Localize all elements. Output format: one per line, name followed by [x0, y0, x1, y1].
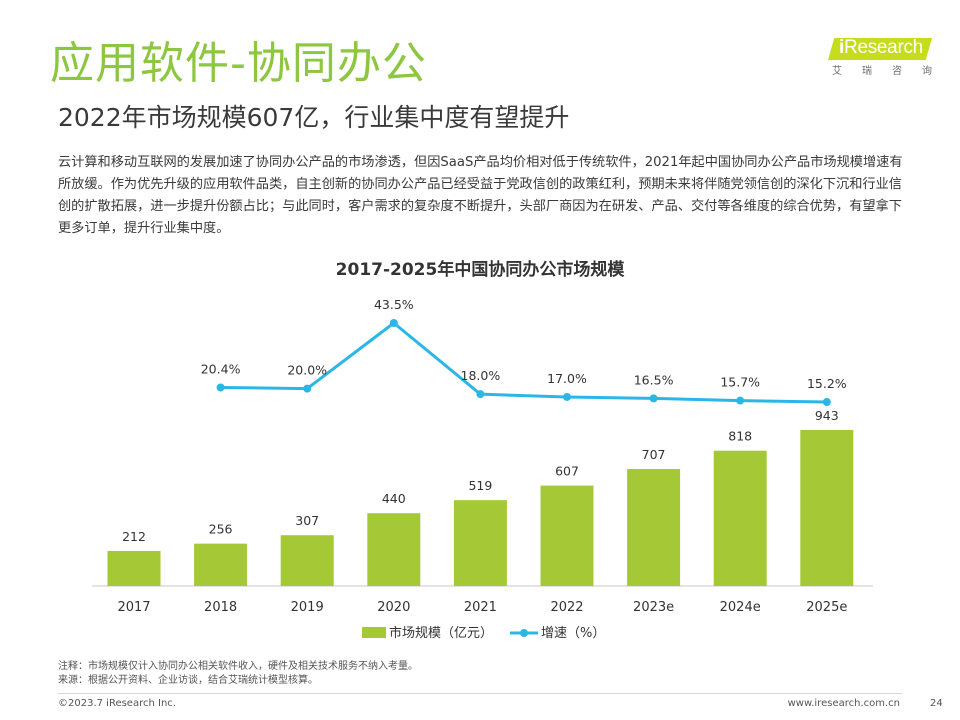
x-tick-label-2021: 2021 — [464, 600, 497, 615]
logo-cn-char: 咨 — [892, 66, 902, 77]
website-link[interactable]: www.iresearch.com.cn — [787, 698, 900, 709]
growth-label-2019: 20.0% — [287, 363, 327, 378]
bar-label-2017: 212 — [122, 529, 146, 544]
legend-bar-swatch — [362, 627, 386, 638]
legend-bar-label: 市场规模（亿元） — [389, 625, 493, 641]
growth-point-2021 — [476, 390, 485, 399]
bar-label-2021: 519 — [468, 478, 492, 493]
growth-point-2019 — [303, 384, 312, 393]
growth-point-2024e — [736, 396, 745, 405]
growth-label-2018: 20.4% — [201, 361, 241, 376]
bar-label-2023e: 707 — [642, 447, 666, 462]
growth-label-2022: 17.0% — [547, 371, 587, 386]
growth-label-2020: 43.5% — [374, 297, 414, 312]
growth-point-2020 — [389, 319, 398, 327]
bar-2022 — [540, 485, 594, 586]
x-tick-label-2020: 2020 — [377, 600, 410, 615]
page-number: 24 — [930, 698, 943, 709]
body-paragraph: 云计算和移动互联网的发展加速了协同办公产品的市场渗透，但因SaaS产品均价相对低… — [58, 155, 903, 236]
growth-point-2023e — [649, 394, 658, 403]
logo-name: Research — [844, 37, 923, 58]
bar-2019 — [280, 535, 334, 586]
chart-title: 2017-2025年中国协同办公市场规模 — [335, 260, 625, 280]
x-tick-label-2025e: 2025e — [806, 600, 847, 615]
bar-label-2020: 440 — [382, 491, 406, 506]
logo-text: iResearch — [826, 36, 936, 60]
bar-2025e — [800, 430, 854, 586]
logo-cn-char: 艾 — [832, 66, 842, 77]
logo-prefix: i — [839, 37, 845, 58]
logo-banner — [828, 38, 932, 60]
bar-2020 — [367, 513, 421, 586]
page-subtitle: 2022年市场规模607亿，行业集中度有望提升 — [58, 103, 570, 132]
legend-line-label: 增速（%） — [541, 626, 605, 641]
bar-label-2018: 256 — [209, 522, 233, 537]
growth-label-2023e: 16.5% — [634, 372, 674, 387]
bar-2017 — [107, 550, 161, 586]
x-tick-label-2022: 2022 — [550, 600, 583, 615]
bar-label-2022: 607 — [555, 464, 579, 479]
growth-point-2018 — [216, 383, 225, 392]
bar-2021 — [453, 500, 507, 586]
x-tick-label-2017: 2017 — [117, 600, 150, 615]
logo-cn-char: 瑞 — [862, 66, 872, 77]
x-tick-label-2019: 2019 — [291, 600, 324, 615]
growth-label-2024e: 15.7% — [720, 375, 760, 390]
growth-point-2025e — [822, 398, 831, 406]
x-tick-label-2024e: 2024e — [720, 600, 761, 615]
bar-2024e — [713, 450, 767, 586]
chart-notes: 注释：市场规模仅计入协同办公相关软件收入，硬件及相关技术服务不纳入考量。 来源：… — [58, 660, 418, 688]
logo-cn-char: 询 — [922, 66, 932, 77]
legend-line-marker — [520, 629, 528, 637]
bar-label-2019: 307 — [295, 513, 319, 528]
x-tick-label-2023e: 2023e — [633, 600, 674, 615]
x-tick-label-2018: 2018 — [204, 600, 237, 615]
growth-rate-line — [220, 321, 827, 404]
logo-cn-text: 艾 瑞 咨 询 — [832, 65, 932, 79]
footer-divider — [58, 693, 902, 694]
source-text: 来源：根据公开资料、企业访谈，结合艾瑞统计模型核算。 — [58, 675, 318, 686]
growth-point-2022 — [563, 392, 571, 401]
growth-label-2025e: 15.2% — [807, 376, 847, 391]
growth-label-2021: 18.0% — [461, 368, 501, 383]
bar-label-2025e: 943 — [815, 408, 839, 423]
copyright-text: ©2023.7 iResearch Inc. — [58, 698, 176, 709]
bar-2023e — [627, 469, 681, 586]
bar-2018 — [194, 543, 248, 586]
iresearch-logo: iResearch 艾 瑞 咨 询 — [820, 34, 940, 86]
page-title: 应用软件-协同办公 — [50, 38, 427, 89]
note-text: 注释：市场规模仅计入协同办公相关软件收入，硬件及相关技术服务不纳入考量。 — [58, 661, 418, 672]
bar-label-2024e: 818 — [728, 429, 752, 444]
